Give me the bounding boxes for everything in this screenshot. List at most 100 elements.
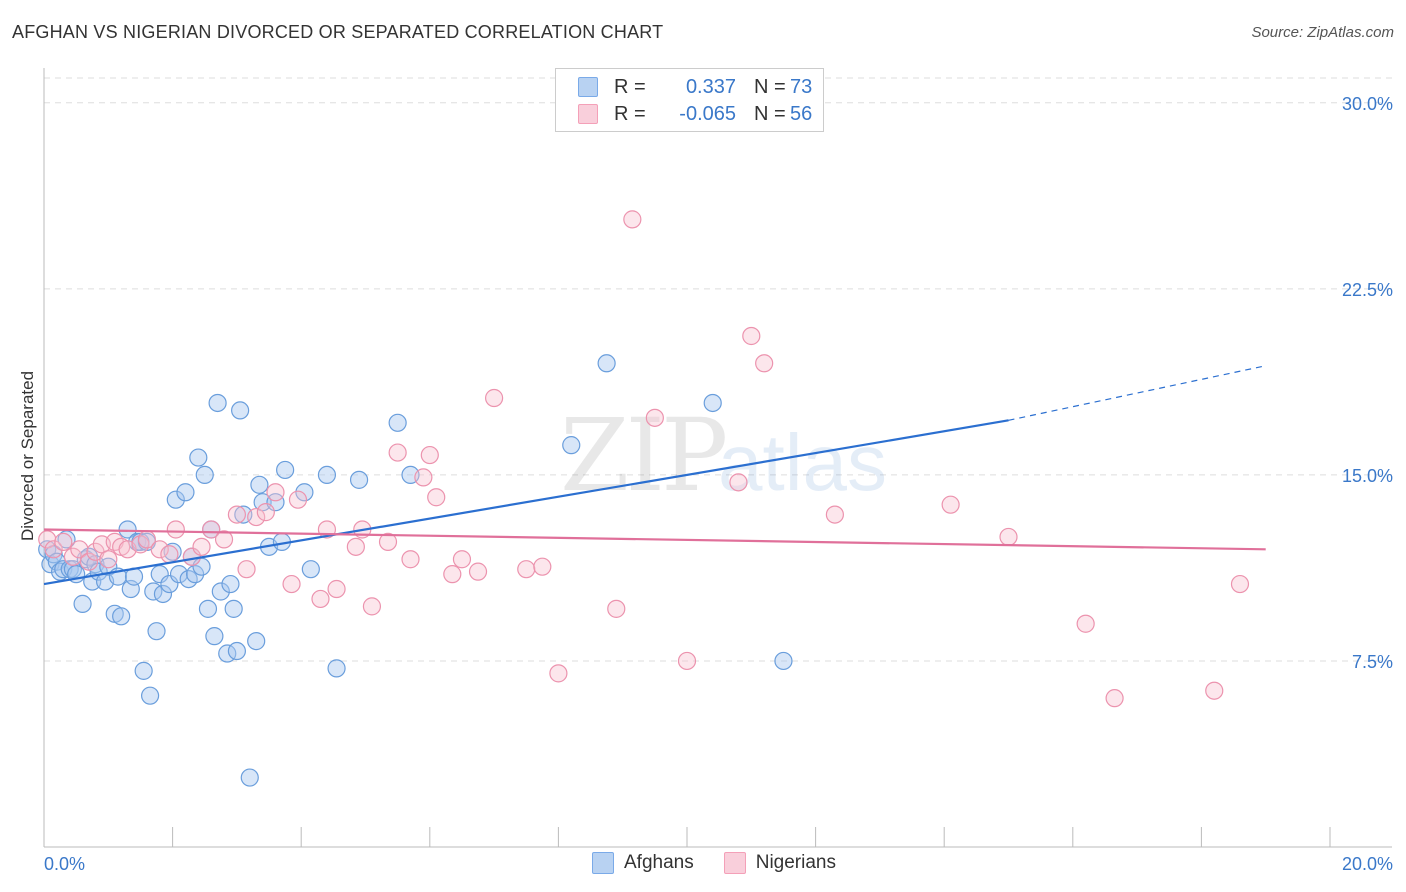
afghans-point bbox=[205, 627, 224, 646]
nigerians-point bbox=[227, 505, 246, 524]
nigerians-point bbox=[266, 483, 285, 502]
nigerians-point bbox=[166, 520, 185, 539]
afghans-point bbox=[247, 632, 266, 651]
nigerians-point bbox=[192, 537, 211, 556]
afghans-trend-line bbox=[43, 419, 1009, 586]
nigerians-point bbox=[1105, 689, 1124, 708]
source-label: Source: ZipAtlas.com bbox=[1251, 24, 1394, 41]
afghans-point bbox=[73, 594, 92, 613]
nigerians-point bbox=[54, 532, 73, 551]
nigerians-point bbox=[327, 579, 346, 599]
afghans-point bbox=[63, 560, 83, 579]
nigerians-point bbox=[420, 445, 439, 465]
afghans-point bbox=[227, 641, 246, 661]
watermark-atlas: atlas bbox=[718, 418, 887, 507]
x-tick-label: 0.0% bbox=[44, 854, 85, 874]
afghans-point bbox=[147, 622, 166, 641]
afghans-point bbox=[597, 354, 616, 373]
chart-title: AFGHAN VS NIGERIAN DIVORCED OR SEPARATED… bbox=[12, 22, 664, 42]
nigerians-swatch bbox=[578, 104, 598, 124]
y-tick-label: 15.0% bbox=[1342, 466, 1393, 486]
afghans-point bbox=[211, 582, 230, 601]
nigerians-trend-line bbox=[43, 528, 1266, 551]
legend-item-afghans[interactable]: Afghans bbox=[592, 852, 694, 874]
nigerians-point bbox=[825, 505, 844, 524]
nigerians-point bbox=[742, 326, 761, 346]
tick-labels: 7.5% 15.0% 22.5% 30.0% 0.0% 20.0% bbox=[44, 94, 1393, 874]
afghans-point bbox=[562, 436, 581, 455]
y-axis-title: Divorced or Separated bbox=[18, 371, 37, 541]
afghans-points bbox=[38, 354, 793, 787]
afghans-point bbox=[276, 460, 295, 480]
nigerians-point bbox=[607, 599, 626, 618]
nigerians-point bbox=[256, 503, 275, 522]
nigerians-point bbox=[549, 664, 568, 683]
afghans-swatch bbox=[578, 77, 598, 97]
afghans-point bbox=[118, 520, 137, 539]
r-value: -0.065 bbox=[679, 102, 736, 125]
nigerians-point bbox=[1205, 681, 1224, 700]
stats-legend: R = 0.337 N = 73 R = -0.065 N = 56 bbox=[555, 68, 824, 132]
afghans-point bbox=[195, 465, 214, 485]
nigerians-point bbox=[468, 562, 488, 581]
afghans-point bbox=[295, 483, 314, 502]
nigerians-point bbox=[443, 565, 462, 584]
nigerians-point bbox=[346, 537, 365, 556]
y-tick-label: 22.5% bbox=[1342, 280, 1393, 300]
nigerians-point bbox=[755, 354, 774, 373]
afghans-trend-extension bbox=[1008, 365, 1266, 421]
r-label: R = bbox=[614, 75, 646, 98]
afghans-point bbox=[301, 560, 320, 579]
nigerians-point bbox=[79, 552, 99, 571]
nigerians-point bbox=[150, 540, 169, 559]
r-value: 0.337 bbox=[685, 75, 736, 98]
afghans-point bbox=[224, 599, 243, 618]
nigerians-point bbox=[282, 574, 301, 594]
nigerians-point bbox=[999, 527, 1018, 547]
n-value: 73 bbox=[790, 75, 813, 98]
n-value: 56 bbox=[790, 102, 813, 125]
afghans-point bbox=[221, 574, 240, 594]
legend-item-nigerians[interactable]: Nigerians bbox=[723, 852, 836, 874]
nigerians-point bbox=[214, 530, 234, 549]
legend-row-afghans: R = 0.337 N = 73 bbox=[578, 75, 812, 99]
afghans-point bbox=[317, 465, 337, 485]
nigerians-point bbox=[427, 488, 446, 507]
nigerians-point bbox=[202, 520, 221, 539]
afghans-point bbox=[388, 413, 407, 432]
afghans-point bbox=[189, 448, 208, 467]
afghans-point bbox=[774, 651, 793, 671]
r-label: R = bbox=[614, 102, 646, 125]
afghans-point bbox=[231, 401, 250, 420]
afghans-point bbox=[327, 659, 346, 678]
n-label: N = bbox=[754, 102, 786, 125]
afghans-point bbox=[266, 493, 285, 512]
afghans-point bbox=[703, 393, 722, 413]
nigerians-points bbox=[38, 210, 1250, 708]
afghans-point bbox=[186, 565, 205, 584]
afghans-legend-label: Afghans bbox=[624, 852, 694, 873]
nigerians-point bbox=[517, 560, 536, 579]
afghans-point bbox=[166, 490, 185, 509]
afghans-point bbox=[134, 661, 153, 680]
afghans-point bbox=[169, 565, 189, 584]
n-label: N = bbox=[754, 75, 786, 98]
axes bbox=[43, 68, 1392, 848]
afghans-point bbox=[176, 483, 195, 502]
nigerians-point bbox=[414, 468, 433, 487]
nigerians-point bbox=[645, 408, 664, 427]
watermark-zip: ZIP bbox=[560, 397, 725, 514]
afghans-point bbox=[250, 475, 269, 494]
nigerians-point bbox=[623, 210, 642, 229]
nigerians-legend-label: Nigerians bbox=[755, 852, 836, 873]
nigerians-point bbox=[288, 490, 308, 509]
afghans-point bbox=[160, 574, 179, 594]
nigerians-point bbox=[311, 589, 330, 609]
y-tick-label: 30.0% bbox=[1342, 94, 1393, 114]
nigerians-point bbox=[1076, 614, 1095, 633]
nigerians-point bbox=[452, 550, 472, 569]
nigerians-point bbox=[485, 388, 504, 408]
nigerians-point bbox=[729, 473, 748, 492]
afghans-point bbox=[240, 768, 259, 787]
